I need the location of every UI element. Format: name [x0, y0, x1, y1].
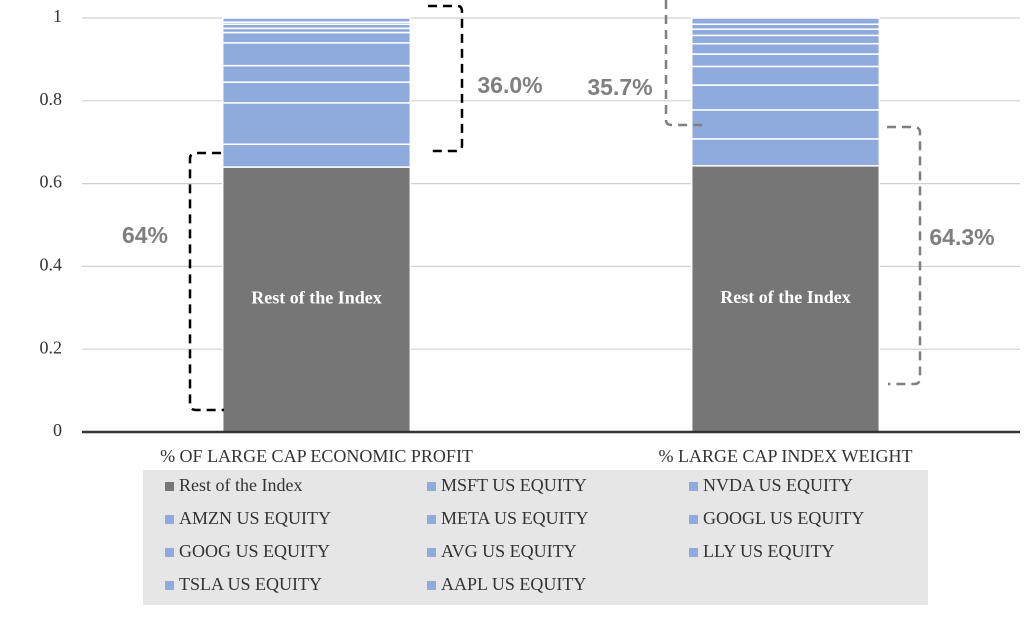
x-tick-label: % LARGE CAP INDEX WEIGHT — [659, 446, 913, 466]
legend-label: AMZN US EQUITY — [179, 508, 331, 528]
bar-segment — [221, 166, 412, 433]
legend-label: TSLA US EQUITY — [179, 574, 322, 594]
y-tick-label: 0.6 — [40, 172, 63, 192]
legend-swatch — [165, 548, 174, 557]
legend-swatch — [165, 581, 174, 590]
annotation: 35.7% — [587, 74, 652, 100]
bracket — [664, 0, 706, 127]
bracket — [188, 151, 224, 412]
bar-segment — [690, 109, 881, 140]
data-label: Rest of the Index — [251, 288, 382, 308]
bar-segment — [690, 17, 881, 25]
legend-label: MSFT US EQUITY — [441, 475, 587, 495]
bar-segment — [221, 64, 412, 83]
legend-box — [143, 470, 928, 605]
bar-segment — [221, 17, 412, 23]
bar-segment — [221, 143, 412, 168]
y-tick-label: 0.4 — [40, 255, 63, 275]
data-label: Rest of the Index — [720, 287, 851, 307]
y-tick-label: 0.2 — [40, 337, 63, 357]
bar-segment — [690, 84, 881, 111]
annotation: 36.0% — [477, 72, 542, 98]
legend-swatch — [427, 515, 436, 524]
bar-segment — [221, 42, 412, 67]
legend-swatch — [689, 548, 698, 557]
y-tick-label: 0 — [53, 420, 62, 440]
legend-label: META US EQUITY — [441, 508, 589, 528]
bar-segment — [221, 102, 412, 146]
bracket — [428, 4, 464, 153]
bracket — [887, 125, 922, 386]
y-tick-label: 1 — [53, 6, 62, 26]
legend-label: AAPL US EQUITY — [441, 574, 586, 594]
bar-segment — [221, 81, 412, 104]
legend-swatch — [165, 515, 174, 524]
legend-swatch — [689, 515, 698, 524]
bar-segment — [690, 28, 881, 37]
legend-swatch — [427, 581, 436, 590]
legend-swatch — [427, 548, 436, 557]
legend-label: NVDA US EQUITY — [703, 475, 853, 495]
legend-swatch — [165, 482, 174, 491]
bar-segment — [690, 165, 881, 433]
bar-segment — [690, 65, 881, 86]
bar-segment — [221, 31, 412, 44]
legend-swatch — [689, 482, 698, 491]
annotation: 64.3% — [929, 224, 994, 250]
legend-label: AVG US EQUITY — [441, 541, 577, 561]
legend-label: GOOG US EQUITY — [179, 541, 330, 561]
annotation: 64% — [122, 222, 168, 248]
bar-segment — [690, 34, 881, 45]
legend-label: LLY US EQUITY — [703, 541, 835, 561]
bar-segment — [690, 138, 881, 167]
y-tick-label: 0.8 — [40, 89, 63, 109]
legend-swatch — [427, 482, 436, 491]
bar-segment — [690, 53, 881, 68]
x-tick-label: % OF LARGE CAP ECONOMIC PROFIT — [160, 446, 473, 466]
legend-label: GOOGL US EQUITY — [703, 508, 864, 528]
bar-segment — [690, 42, 881, 55]
legend-label: Rest of the Index — [179, 475, 302, 495]
